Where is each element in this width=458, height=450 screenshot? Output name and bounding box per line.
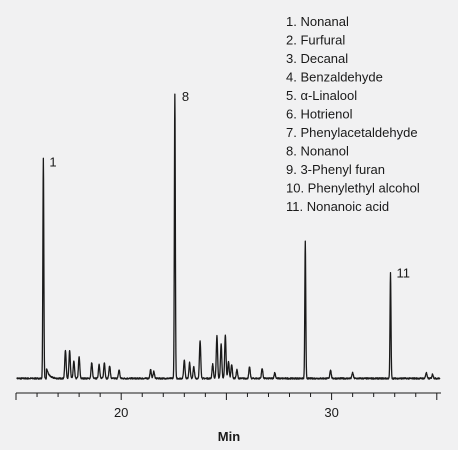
legend-entry: 5. α-Linalool — [286, 88, 357, 103]
legend-entry: 3. Decanal — [286, 51, 348, 66]
legend-entry: 9. 3-Phenyl furan — [286, 162, 385, 177]
legend-entry: 1. Nonanal — [286, 14, 349, 29]
chromatogram-trace — [16, 93, 441, 380]
legend-entry: 8. Nonanol — [286, 144, 349, 159]
legend-entry: 10. Phenylethyl alcohol — [286, 181, 420, 196]
legend: 1. Nonanal 2. Furfural 3. Decanal 4. Benzal… — [286, 14, 420, 214]
legend-entry: 7. Phenylacetaldehyde — [286, 125, 418, 140]
x-axis-tick-labels: 20 30 — [114, 405, 339, 420]
legend-entry: 2. Furfural — [286, 33, 345, 48]
peak-label-11: 11 — [397, 266, 411, 281]
x-axis-label: Min — [218, 429, 240, 444]
peak-label-1: 1 — [49, 155, 56, 170]
x-tick-label: 30 — [324, 405, 338, 420]
legend-entry: 6. Hotrienol — [286, 107, 353, 122]
peak-label-8: 8 — [182, 89, 189, 104]
legend-entry: 11. Nonanoic acid — [286, 199, 389, 214]
x-tick-label: 20 — [114, 405, 128, 420]
x-axis-ticks — [15, 393, 438, 400]
legend-entry: 4. Benzaldehyde — [286, 70, 383, 85]
